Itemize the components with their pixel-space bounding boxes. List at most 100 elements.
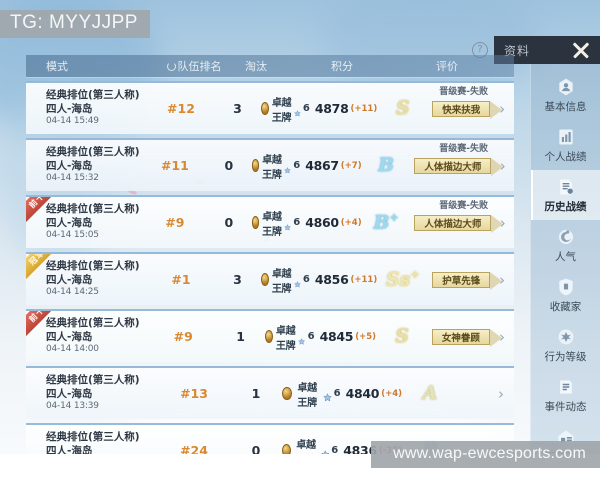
column-header-rank[interactable]: 队伍排名 [158,58,230,74]
match-mode-cell: 经典排位(第三人称) 四人-海岛 04-14 15:32 [26,146,144,184]
kills-value: 3 [233,101,242,116]
sidebar-item-6[interactable]: 事件动态 [531,370,600,420]
match-mode-title: 经典排位(第三人称) [46,317,140,330]
table-row[interactable]: 前十 晋级赛-失败 经典排位(第三人称) 四人-海岛 04-14 15:05 #9 0 卓越王… [26,195,514,248]
points-value: 4845 [319,329,354,344]
chevron-right-icon[interactable]: › [498,327,505,346]
star-icon [294,273,301,288]
points-delta: (+5) [355,331,376,342]
match-history-panel: 模式 队伍排名 淘汰 积分 评价 晋级赛-失败 经典排位(第三人称) 四人-海岛 04… [26,55,514,476]
table-row[interactable]: 冠军 经典排位(第三人称) 四人-海岛 04-14 14:25 #1 3 卓越王牌 6 4856… [26,252,514,305]
sidebar-item-5[interactable]: 行为等级 [531,320,600,370]
sidebar-item-1[interactable]: 个人战绩 [531,120,600,170]
close-icon[interactable] [570,39,592,61]
table-row[interactable]: 经典排位(第三人称) 四人-海岛 04-14 13:39 #13 1 卓越王牌 6 4840(… [26,366,514,419]
table-header: 模式 队伍排名 淘汰 积分 评价 [26,55,514,77]
column-header-rank-label: 队伍排名 [177,60,222,73]
match-time: 04-14 15:05 [46,230,99,241]
tier-level: 6 [331,445,339,456]
points-delta: (+4) [381,388,402,399]
table-row[interactable]: 晋级赛-失败 经典排位(第三人称) 四人-海岛 04-14 15:49 #12 3 卓越王牌… [26,81,514,134]
sidebar-item-4[interactable]: 收藏家 [531,270,600,320]
rating-cell: A [402,384,458,403]
match-time: 04-14 14:00 [46,344,99,355]
tier-badge-icon [261,273,270,286]
grade-letter: A [423,384,438,403]
sidebar-nav: 基本信息个人战绩历史战绩人气收藏家行为等级事件动态家园信息 [530,64,600,480]
promotion-status: 晋级赛-失败 [439,87,488,97]
score-cell: 卓越王牌 6 4840 (+4) [282,379,402,409]
match-mode-sub: 四人-海岛 [46,387,93,400]
grade-superscript: + [389,211,399,225]
grade-text: Ss [385,268,411,291]
sidebar-item-0[interactable]: 基本信息 [531,70,600,120]
points-delta: (+11) [350,274,378,285]
match-time: 04-14 15:32 [46,173,99,184]
person-icon [556,77,576,97]
match-mode-title: 经典排位(第三人称) [46,431,140,444]
tier-badge-icon [251,216,260,229]
promotion-status: 晋级赛-失败 [439,144,488,154]
sidebar-item-label: 行为等级 [544,350,587,363]
sidebar-item-label: 历史战绩 [544,200,587,213]
achievement-tag[interactable]: 快来扶我 [432,100,503,119]
team-rank-value: #1 [171,272,191,287]
tier-name: 卓越王牌 [271,97,292,124]
grade-letter: Ss+ [386,269,420,289]
grade-text: B [377,154,394,176]
tier-name: 卓越王牌 [297,382,317,409]
column-header-rating: 评价 [436,60,458,73]
document-icon [556,177,576,197]
tier-name: 卓越王牌 [262,154,282,181]
badge-icon [556,327,576,347]
match-mode-cell: 经典排位(第三人称) 四人-海岛 04-14 13:39 [26,374,158,412]
match-time: 04-14 13:39 [46,401,99,412]
table-row[interactable]: 晋级赛-失败 经典排位(第三人称) 四人-海岛 04-14 15:32 #11 0 卓越王牌… [26,138,514,191]
grade-text: A [422,382,438,404]
tier-badge-icon [282,387,292,400]
watermark-site: www.wap-ewcesports.com [371,441,600,468]
team-rank-value: #9 [173,329,193,344]
sidebar-item-3[interactable]: 人气 [531,220,600,270]
table-row[interactable]: 前十 经典排位(第三人称) 四人-海岛 04-14 14:00 #9 1 卓越王牌 6 4845… [26,309,514,362]
grade-letter: B+ [373,212,398,232]
column-header-score: 积分 [331,60,353,73]
chart-icon [556,127,576,147]
sidebar-item-2[interactable]: 历史战绩 [531,170,600,220]
achievement-tag[interactable]: 护草先锋 [432,271,503,290]
achievement-tag-cell: 女神眷顾 [428,328,502,347]
points-value: 4840 [345,386,380,401]
match-rows: 晋级赛-失败 经典排位(第三人称) 四人-海岛 04-14 15:49 #12 3 卓越王牌… [26,81,514,476]
achievement-tag[interactable]: 女神眷顾 [431,328,502,347]
star-icon [298,330,306,345]
achievement-tag[interactable]: 人体描边大师 [414,214,504,233]
match-mode-title: 经典排位(第三人称) [46,374,140,387]
tier-name: 卓越王牌 [262,211,282,238]
sidebar-item-label: 个人战绩 [544,150,587,163]
chevron-right-icon[interactable]: › [498,384,504,403]
column-header-mode: 模式 [46,60,68,73]
tier-badge-icon [251,159,260,172]
tier-level: 6 [302,274,310,285]
rose-icon [556,227,576,247]
points-value: 4860 [305,215,339,230]
grade-letter: S [395,327,409,346]
achievement-tag-cell: 快来扶我 [428,100,503,119]
tier-level: 6 [293,217,301,228]
points-delta: (+11) [350,103,378,114]
points-value: 4878 [314,101,349,116]
score-cell: 卓越王牌 6 4845 (+5) [264,322,376,352]
home-icon [556,427,576,447]
kills-value: 1 [236,329,245,344]
watermark-telegram: TG: MYYJJPP [0,10,150,38]
grade-text: S [395,97,410,119]
score-cell: 卓越王牌 6 4860 (+4) [251,208,362,238]
tier-badge-icon [261,102,270,115]
refresh-icon[interactable] [166,61,176,71]
achievement-tag[interactable]: 人体描边大师 [414,157,504,176]
star-icon [294,102,301,117]
star-icon [322,387,332,402]
match-mode-title: 经典排位(第三人称) [46,260,140,273]
match-mode-sub: 四人-海岛 [46,159,93,172]
